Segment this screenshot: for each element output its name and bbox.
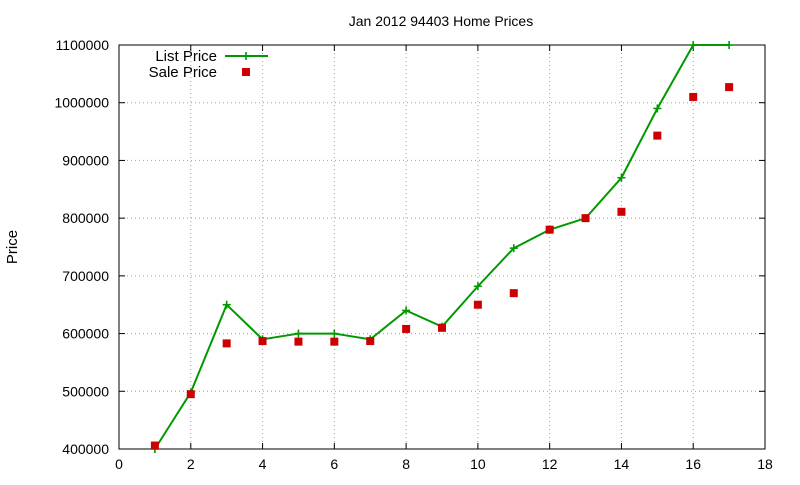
sale-price-point [653, 131, 662, 140]
x-tick-labels: 0 2 4 6 8 10 12 14 16 18 [115, 456, 773, 472]
legend-swatch-list-price [225, 52, 268, 60]
plot-frame [118, 44, 766, 450]
sale-price-point [545, 225, 554, 234]
chart-title: Jan 2012 94403 Home Prices [349, 13, 533, 29]
x-tick-label: 14 [614, 456, 630, 472]
sale-price-point [581, 214, 590, 223]
sale-price-point [509, 289, 518, 298]
y-tick-label: 500000 [62, 383, 109, 399]
sale-price-point [330, 337, 339, 346]
x-tick-label: 12 [542, 456, 558, 472]
x-tick-label: 4 [259, 456, 267, 472]
y-tick-labels: 400000 500000 600000 700000 800000 900000 1000… [54, 37, 109, 457]
y-tick-label: 600000 [62, 326, 109, 342]
list-price-point [473, 282, 482, 291]
x-tick-label: 0 [115, 456, 123, 472]
x-tick-label: 2 [187, 456, 195, 472]
legend-label-list-price: List Price [155, 48, 217, 65]
y-tick-label: 1000000 [54, 95, 109, 111]
x-tick-label: 6 [330, 456, 338, 472]
sale-price-point [473, 300, 482, 309]
y-tick-label: 1100000 [56, 37, 110, 53]
x-tick-label: 10 [470, 456, 486, 472]
list-price-point [617, 173, 626, 182]
x-tick-label: 18 [757, 456, 773, 472]
list-price-point [689, 41, 698, 49]
axis-ticks [118, 44, 766, 450]
legend-swatch-sale-price [242, 68, 250, 76]
sale-price-point [186, 390, 195, 399]
list-price-point [222, 300, 231, 309]
sale-price-point [222, 339, 231, 348]
y-tick-label: 800000 [62, 210, 109, 226]
sale-price-point [366, 337, 375, 346]
grid-lines [119, 45, 765, 449]
sale-price-point [725, 83, 734, 92]
legend: List Price Sale Price [149, 48, 268, 81]
sale-price-point [258, 337, 267, 346]
legend-plus-marker [242, 52, 250, 60]
series-layer [150, 41, 734, 453]
x-tick-label: 16 [685, 456, 701, 472]
list-price-point [725, 41, 734, 49]
x-tick-label: 8 [402, 456, 410, 472]
sale-price-point [402, 324, 411, 333]
list-price-point [509, 244, 518, 253]
legend-square-marker [242, 68, 250, 76]
sale-price-point [294, 337, 303, 346]
list-price-line [154, 44, 730, 450]
y-tick-label: 400000 [62, 441, 109, 457]
y-axis-title: Price [4, 230, 21, 264]
list-price-point [653, 104, 662, 113]
series-sale-price [150, 83, 734, 450]
sale-price-point [150, 441, 159, 450]
y-tick-label: 900000 [62, 152, 109, 168]
sale-price-point [689, 92, 698, 101]
sale-price-point [617, 207, 626, 216]
list-price-point [330, 329, 339, 338]
legend-label-sale-price: Sale Price [149, 64, 217, 81]
series-list-price [150, 41, 734, 453]
list-price-point [402, 306, 411, 315]
sale-price-point [438, 323, 446, 332]
list-price-point [294, 329, 303, 338]
y-tick-label: 700000 [62, 268, 109, 284]
